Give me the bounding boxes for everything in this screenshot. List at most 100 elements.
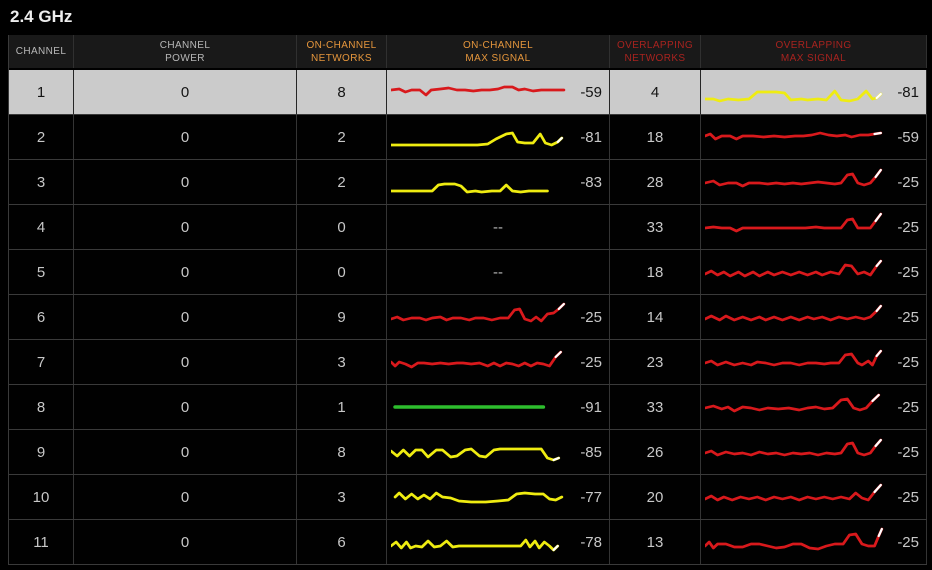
signal-value: -25 xyxy=(897,353,919,371)
signal-value: -25 xyxy=(580,308,602,326)
table-row[interactable]: 9 0 8 -85 26 -25 xyxy=(9,430,927,475)
signal-sparkline xyxy=(393,405,546,409)
overlapping-networks-cell-value: 28 xyxy=(646,173,664,191)
signal-sparkline xyxy=(705,393,881,413)
channel-cell: 3 xyxy=(9,160,74,204)
channel-cell: 5 xyxy=(9,250,74,294)
overlapping-networks-cell: 14 xyxy=(610,295,701,339)
channel-power-cell-value: 0 xyxy=(180,443,190,461)
signal-sparkline xyxy=(391,350,563,369)
on-channel-networks-cell-value: 2 xyxy=(337,173,346,191)
channel-cell-value: 9 xyxy=(36,443,46,461)
column-header-line2: MAX SIGNAL xyxy=(780,52,847,64)
signal-value: -77 xyxy=(580,488,602,506)
channel-cell: 10 xyxy=(9,475,74,519)
table-row[interactable]: 8 0 1 -91 33 -25 xyxy=(9,385,927,430)
column-header-power: CHANNEL POWER xyxy=(74,35,297,68)
signal-value: -25 xyxy=(897,488,919,506)
column-header-on-signal: ON-CHANNEL MAX SIGNAL xyxy=(387,35,610,68)
on-channel-networks-cell: 8 xyxy=(297,430,387,474)
on-channel-networks-cell-value: 8 xyxy=(337,83,346,101)
signal-value: -25 xyxy=(897,398,919,416)
channel-power-cell-value: 0 xyxy=(180,173,190,191)
signal-value: -25 xyxy=(897,218,919,236)
signal-sparkline xyxy=(705,438,883,457)
on-channel-networks-cell-value: 8 xyxy=(337,443,346,461)
on-channel-max-signal-cell: -83 xyxy=(387,160,610,204)
table-body: 1 0 8 -59 4 -81 2 0 2 -81 18 -59 3 0 2 -83 28 -25 4 0 0 -- 33-… xyxy=(9,70,927,565)
signal-empty-value: -- xyxy=(493,218,503,236)
on-channel-max-signal-cell: -59 xyxy=(387,70,610,114)
overlapping-max-signal-cell: -25 xyxy=(701,430,927,474)
signal-value: -25 xyxy=(897,533,919,551)
channel-power-cell: 0 xyxy=(74,340,297,384)
overlapping-networks-cell-value: 18 xyxy=(646,128,664,146)
overlapping-networks-cell: 33 xyxy=(610,205,701,249)
channel-power-cell-value: 0 xyxy=(180,308,190,326)
table-row[interactable]: 1 0 8 -59 4 -81 xyxy=(9,70,927,115)
signal-value: -59 xyxy=(897,128,919,146)
table-row[interactable]: 2 0 2 -81 18 -59 xyxy=(9,115,927,160)
on-channel-networks-cell: 0 xyxy=(297,205,387,249)
channel-power-cell: 0 xyxy=(74,250,297,294)
on-channel-networks-cell-value: 3 xyxy=(337,353,346,371)
overlapping-networks-cell: 20 xyxy=(610,475,701,519)
table-row[interactable]: 10 0 3 -77 20 -25 xyxy=(9,475,927,520)
channel-cell-value: 10 xyxy=(32,488,50,506)
on-channel-networks-cell: 3 xyxy=(297,475,387,519)
overlapping-networks-cell: 4 xyxy=(610,70,701,114)
channel-power-cell-value: 0 xyxy=(180,398,190,416)
table-row[interactable]: 3 0 2 -83 28 -25 xyxy=(9,160,927,205)
channel-power-cell: 0 xyxy=(74,475,297,519)
on-channel-max-signal-cell: -25 xyxy=(387,295,610,339)
signal-sparkline xyxy=(705,527,884,551)
table-row[interactable]: 4 0 0 -- 33 -25 xyxy=(9,205,927,250)
table-row[interactable]: 6 0 9 -25 14 -25 xyxy=(9,295,927,340)
channel-cell: 6 xyxy=(9,295,74,339)
channel-power-cell: 0 xyxy=(74,160,297,204)
signal-sparkline xyxy=(393,491,564,504)
table-row[interactable]: 7 0 3 -25 23 -25 xyxy=(9,340,927,385)
on-channel-networks-cell-value: 0 xyxy=(337,218,346,236)
channel-cell: 7 xyxy=(9,340,74,384)
signal-value: -25 xyxy=(897,443,919,461)
on-channel-networks-cell: 9 xyxy=(297,295,387,339)
signal-sparkline xyxy=(705,349,883,367)
signal-sparkline xyxy=(705,168,883,188)
column-header-line1: CHANNEL xyxy=(159,39,211,51)
channel-power-cell-value: 0 xyxy=(180,533,190,551)
channel-power-cell-value: 0 xyxy=(180,83,190,101)
overlapping-networks-cell-value: 14 xyxy=(646,308,664,326)
table-row[interactable]: 11 0 6 -78 13 -25 xyxy=(9,520,927,565)
channel-cell: 11 xyxy=(9,520,74,564)
channel-power-cell: 0 xyxy=(74,385,297,429)
signal-sparkline xyxy=(705,212,883,233)
on-channel-networks-cell-value: 0 xyxy=(337,263,346,281)
channel-cell-value: 4 xyxy=(36,218,46,236)
overlapping-networks-cell: 18 xyxy=(610,250,701,294)
overlapping-max-signal-cell: -25 xyxy=(701,340,927,384)
overlapping-networks-cell-value: 33 xyxy=(646,218,664,236)
on-channel-networks-cell: 8 xyxy=(297,70,387,114)
signal-value: -83 xyxy=(580,173,602,191)
on-channel-networks-cell-value: 1 xyxy=(337,398,346,416)
column-header-line2: MAX SIGNAL xyxy=(465,52,531,64)
overlapping-max-signal-cell: -25 xyxy=(701,385,927,429)
column-header-line1: ON-CHANNEL xyxy=(462,39,534,51)
on-channel-max-signal-cell: -- xyxy=(387,250,610,294)
column-header-line1: CHANNEL xyxy=(15,46,67,57)
table-row[interactable]: 5 0 0 -- 18 -25 xyxy=(9,250,927,295)
on-channel-networks-cell: 2 xyxy=(297,160,387,204)
column-header-ov-signal: OVERLAPPING MAX SIGNAL xyxy=(701,35,927,68)
overlapping-max-signal-cell: -25 xyxy=(701,160,927,204)
overlapping-max-signal-cell: -25 xyxy=(701,520,927,564)
channel-power-cell: 0 xyxy=(74,70,297,114)
channel-power-cell-value: 0 xyxy=(180,353,190,371)
on-channel-max-signal-cell: -77 xyxy=(387,475,610,519)
signal-value: -25 xyxy=(580,353,602,371)
channel-power-cell: 0 xyxy=(74,520,297,564)
on-channel-networks-cell: 3 xyxy=(297,340,387,384)
overlapping-networks-cell: 13 xyxy=(610,520,701,564)
column-header-line2: POWER xyxy=(165,52,205,64)
signal-value: -78 xyxy=(580,533,602,551)
